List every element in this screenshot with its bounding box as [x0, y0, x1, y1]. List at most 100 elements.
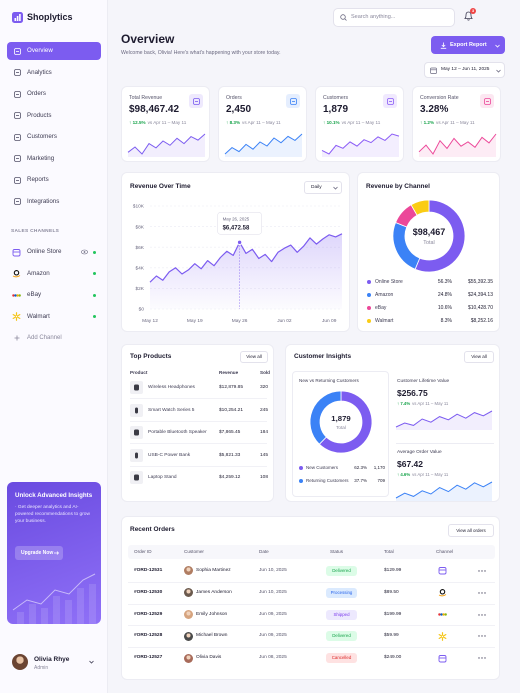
icon-shape	[438, 594, 447, 597]
legend-amount: $55,392.35	[467, 279, 493, 285]
channel-label: eBay	[27, 291, 42, 298]
row-divider	[130, 465, 267, 467]
nav-label: Reports	[27, 176, 49, 183]
icon-shape	[14, 133, 21, 141]
kpi-delta: ↑ 12.5% vs Apr 11 – May 11	[129, 120, 188, 125]
donut-chart: $98,467 Total	[392, 199, 466, 273]
customer-name: James Anderson	[196, 589, 232, 595]
icon-shape	[444, 613, 447, 616]
metric-value: $67.42	[397, 459, 423, 469]
kpi-label: Orders	[226, 95, 242, 101]
divider	[396, 443, 494, 444]
legend-count: 709	[377, 478, 385, 483]
brand: Shoplytics	[27, 12, 73, 22]
icon-shape	[442, 633, 447, 637]
nav-item[interactable]: Products	[7, 107, 101, 125]
nav-item[interactable]: Overview	[7, 42, 101, 60]
y-tick-label: $0	[139, 307, 145, 313]
icon-shape	[440, 42, 447, 49]
channel-item[interactable]: Amazon	[7, 265, 101, 283]
customer-avatar	[184, 566, 193, 576]
icon-shape	[478, 613, 480, 616]
nav-item[interactable]: Customers	[7, 128, 101, 146]
card-title: Revenue Over Time	[130, 183, 191, 190]
y-tick-label: $4K	[135, 266, 144, 272]
date-picker[interactable]: May 12 – Jun 11, 2025	[424, 62, 505, 78]
panel-title: New vs Returning Customers	[299, 378, 359, 383]
search-box[interactable]: Search anything...	[333, 8, 455, 27]
tooltip-title: May 26, 2025	[223, 216, 250, 221]
kpi-compare: vs Apr 11 – May 11	[242, 120, 281, 125]
order-id: #ORD-12531	[134, 568, 163, 573]
channel-item[interactable]: Online Store	[7, 243, 101, 261]
icon-shape	[14, 69, 21, 76]
channel-icon	[438, 589, 447, 597]
channel-item[interactable]: Walmart	[7, 308, 101, 326]
sparkline	[395, 410, 493, 430]
nav-item[interactable]: Reports	[7, 171, 101, 189]
legend-label: Online Store	[375, 279, 403, 285]
icon	[483, 97, 491, 105]
add-channel[interactable]: Add Channel	[7, 329, 101, 347]
icon-shape	[14, 47, 21, 55]
spark-line	[127, 133, 206, 155]
sparkline	[127, 133, 206, 157]
status-dot	[93, 315, 96, 318]
status-pill: Delivered	[326, 631, 357, 642]
product-revenue: $7,865.45	[219, 430, 241, 435]
customer-avatar	[184, 653, 193, 663]
icon-shape	[192, 97, 200, 105]
icon-shape	[484, 657, 486, 659]
view-all-button[interactable]: View all	[464, 351, 494, 363]
nav-item[interactable]: Orders	[7, 85, 101, 103]
legend-amount: $10,428.70	[467, 305, 493, 311]
upgrade-button[interactable]: Upgrade Now	[15, 546, 63, 560]
spark-area	[128, 134, 205, 157]
metric-delta: ↑ 4.6% vs Apr 11 – May 11	[397, 472, 450, 477]
column-header: Channel	[436, 549, 454, 554]
x-tick-label: Jun 09	[322, 318, 337, 324]
icon-shape	[440, 613, 443, 616]
product-name: Smart Watch Series 5	[148, 407, 195, 413]
download-icon	[440, 42, 447, 49]
product-sold: 320	[260, 385, 269, 390]
order-date: Jun 09, 2025	[259, 611, 287, 617]
channel-item[interactable]: eBay	[7, 286, 101, 304]
product-revenue: $4,259.12	[219, 475, 241, 480]
nav-label: Marketing	[27, 154, 55, 162]
legend-dot	[299, 466, 303, 470]
icon-shape	[478, 635, 480, 638]
view-all-button[interactable]: View all orders	[448, 524, 494, 537]
product-name: Portable Bluetooth Speaker	[148, 430, 207, 435]
export-label: Export Report	[450, 42, 487, 48]
export-button[interactable]: Export Report	[431, 36, 505, 54]
customer-name: Sophia Martinez	[196, 568, 231, 573]
customer-name: Olivia Davis	[196, 655, 222, 661]
period-dropdown[interactable]: Daily	[304, 181, 342, 194]
nav-item[interactable]: Integrations	[7, 193, 101, 211]
table-header	[128, 545, 495, 559]
order-total: $129.99	[384, 568, 402, 573]
more-icon	[478, 657, 486, 659]
nav-item[interactable]: Marketing	[7, 150, 101, 168]
product-sold: 184	[260, 430, 269, 435]
legend-value: 10.6%	[437, 305, 452, 311]
column-header: Date	[259, 549, 269, 554]
insight-panel: New vs Returning Customers 1,879 Total New …	[292, 371, 389, 497]
icon	[14, 198, 21, 205]
channel-icon	[438, 654, 447, 663]
metric-value: $256.75	[397, 388, 428, 398]
row-divider	[128, 581, 495, 583]
kpi-label: Conversion Rate	[420, 95, 459, 101]
nav-label: Products	[27, 111, 52, 119]
y-tick-label: $10K	[133, 204, 145, 210]
icon-shape	[12, 275, 21, 278]
row-divider	[130, 443, 267, 444]
icon-shape	[481, 613, 483, 616]
nav-item[interactable]: Analytics	[7, 64, 101, 82]
product-thumb	[130, 426, 143, 439]
line-area	[150, 233, 342, 309]
icon-shape	[12, 248, 21, 256]
view-all-button[interactable]: View all	[240, 351, 268, 363]
order-total: $59.99	[384, 633, 399, 639]
